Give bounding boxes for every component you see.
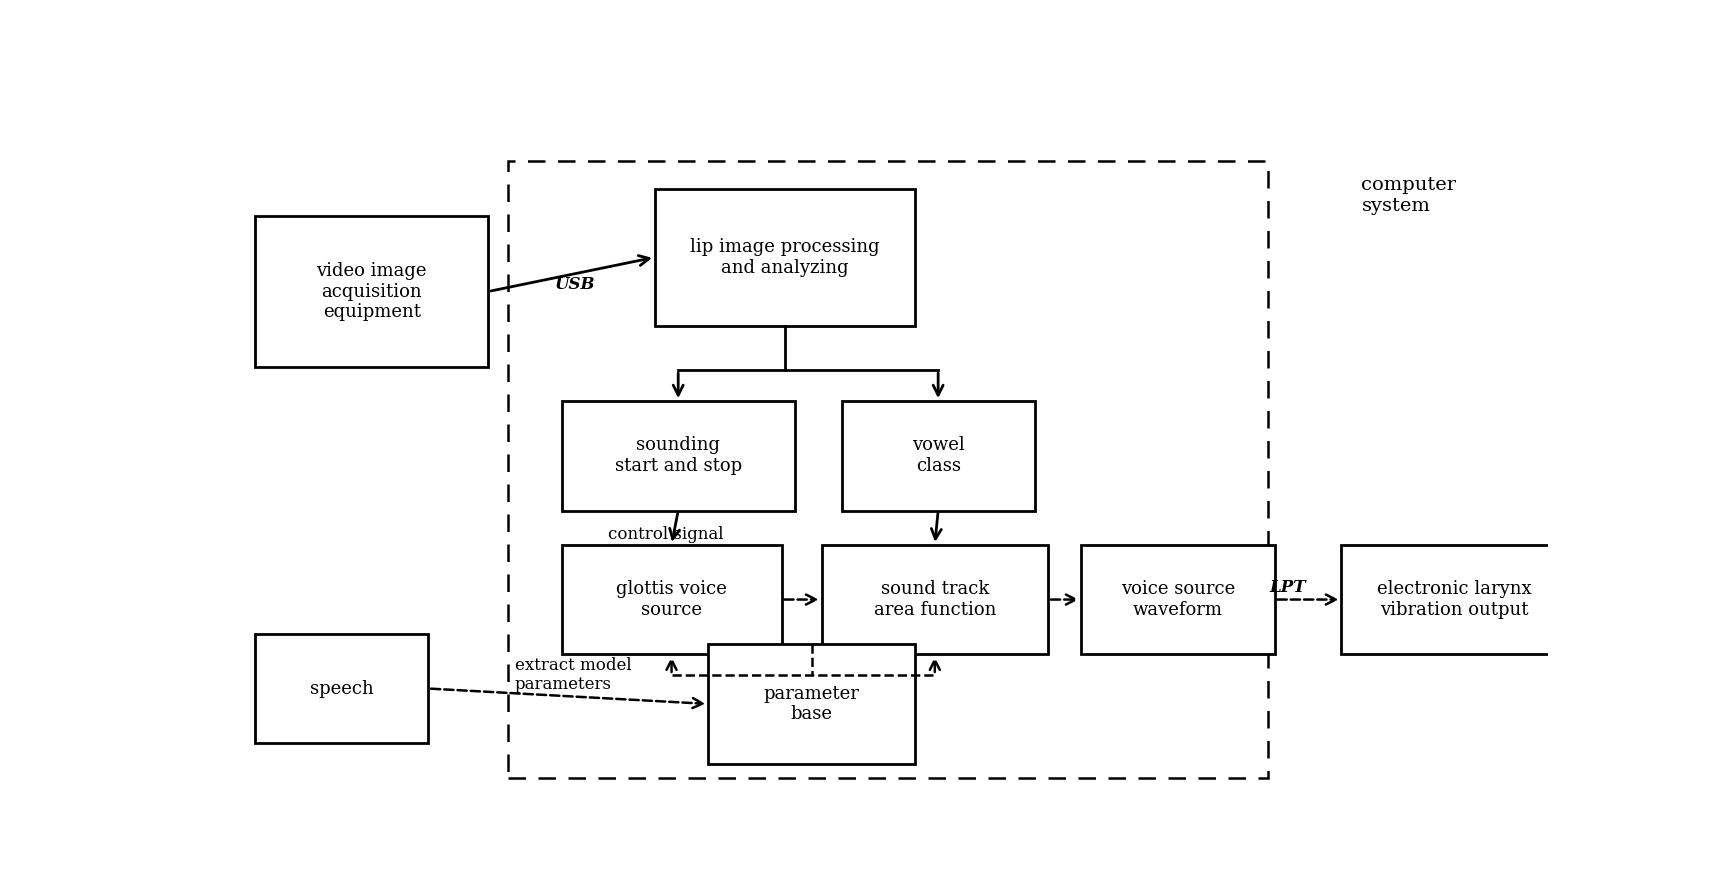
Bar <box>822 545 1047 654</box>
Text: voice source
waveform: voice source waveform <box>1121 581 1235 619</box>
Text: control signal: control signal <box>609 526 724 543</box>
Bar <box>561 545 781 654</box>
Text: LPT: LPT <box>1269 579 1307 596</box>
Text: lip image processing
and analyzing: lip image processing and analyzing <box>690 238 879 276</box>
Text: vowel
class: vowel class <box>912 436 965 476</box>
Text: USB: USB <box>554 276 595 293</box>
Text: computer
system: computer system <box>1361 176 1457 215</box>
Text: extract model
parameters: extract model parameters <box>514 657 631 693</box>
Text: video image
acquisition
equipment: video image acquisition equipment <box>316 261 427 321</box>
Bar <box>1082 545 1275 654</box>
Bar <box>841 401 1035 510</box>
Bar <box>561 401 795 510</box>
Bar <box>255 216 488 367</box>
Text: glottis voice
source: glottis voice source <box>616 581 728 619</box>
Text: sounding
start and stop: sounding start and stop <box>614 436 741 476</box>
Bar <box>709 644 915 764</box>
Text: speech: speech <box>310 679 373 698</box>
Bar <box>255 634 428 743</box>
Text: sound track
area function: sound track area function <box>874 581 996 619</box>
Text: electronic larynx
vibration output: electronic larynx vibration output <box>1378 581 1533 619</box>
Bar <box>655 188 915 325</box>
Bar <box>509 162 1268 778</box>
Bar <box>1342 545 1569 654</box>
Text: parameter
base: parameter base <box>764 685 860 724</box>
